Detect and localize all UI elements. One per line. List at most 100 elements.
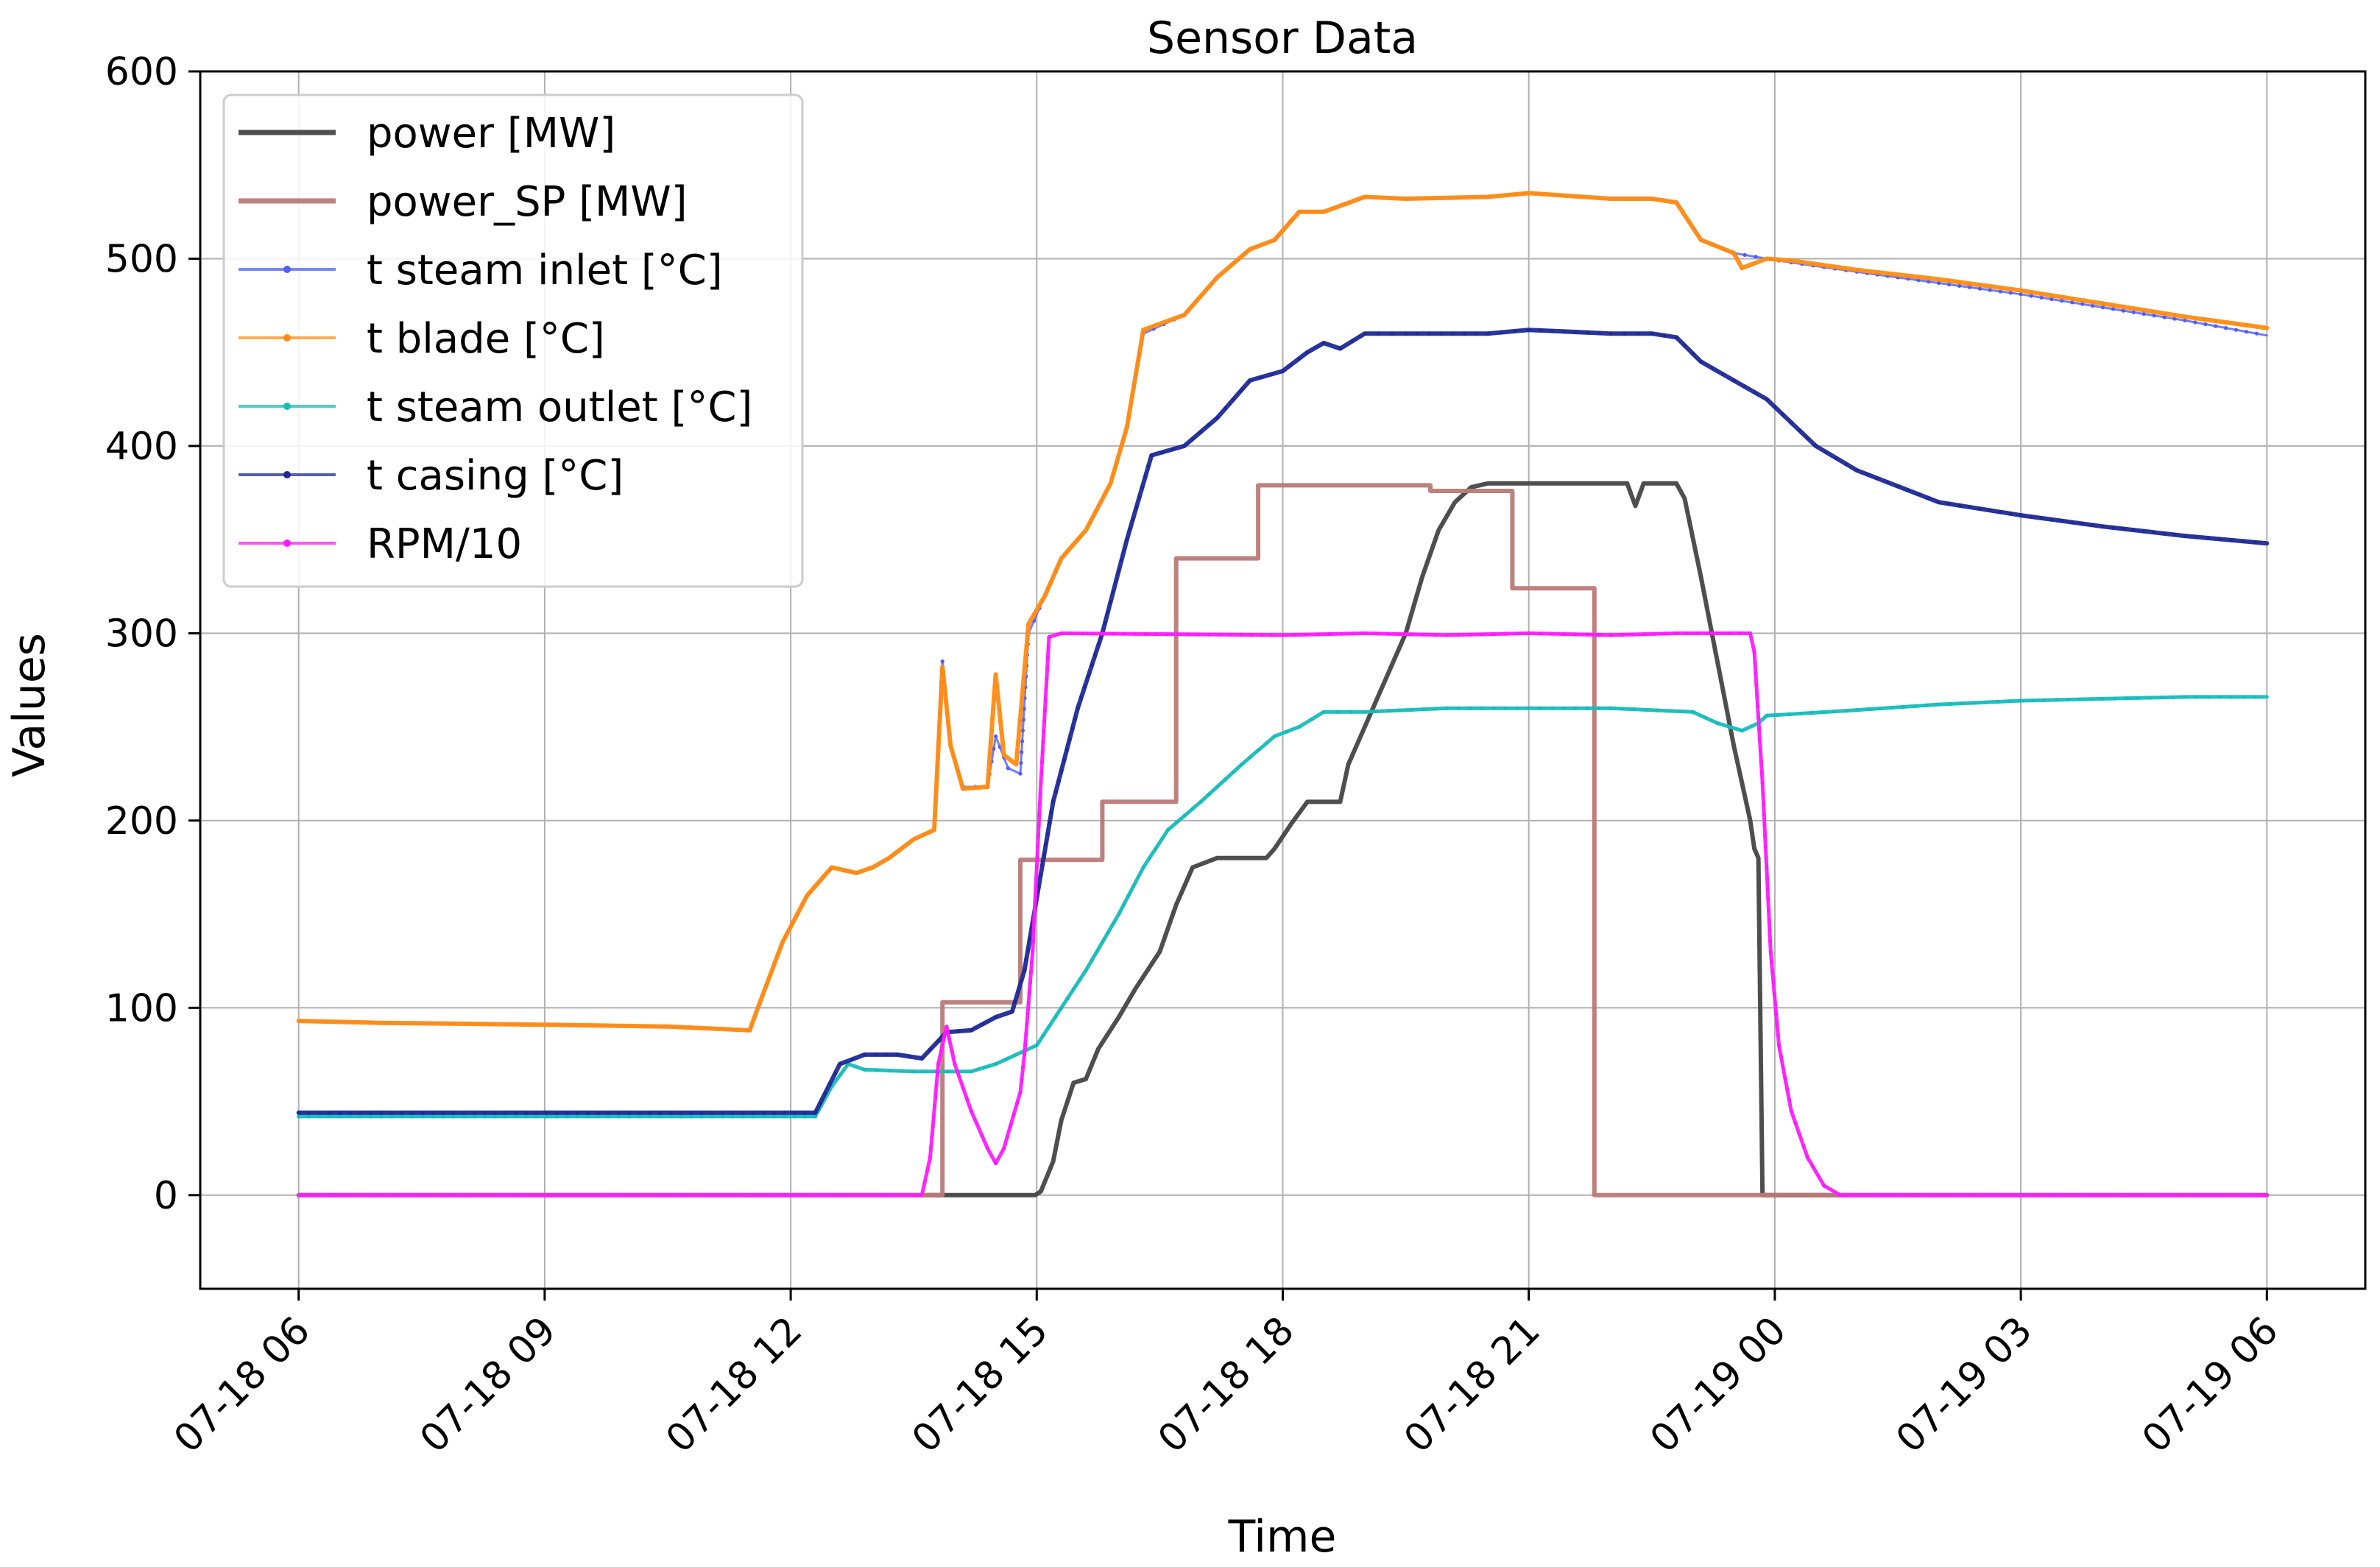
series-marker [795,912,799,916]
series-marker [1550,632,1555,636]
legend-box [222,93,804,588]
series-marker [2214,324,2218,328]
legend-label: t steam inlet [°C] [367,247,723,294]
series-marker [961,1085,965,1090]
series-marker [1111,590,1115,594]
series-marker [1685,631,1689,636]
series-marker [2171,695,2175,699]
series-marker [735,1027,741,1032]
series-marker [359,1111,363,1115]
series-marker [556,1193,561,1198]
series-marker [1776,1033,1780,1037]
series-marker [937,730,942,735]
series-marker [713,1027,717,1031]
x-tick-label: 07-18 21 [1396,1309,1549,1462]
series-marker [1289,219,1293,224]
series-marker [1500,330,1504,335]
series-marker [942,1037,946,1041]
series-marker [1182,313,1187,317]
series-marker [1754,391,1758,395]
series-marker [1585,195,1589,199]
y-tick-label: 600 [105,50,178,94]
series-marker [1090,959,1094,963]
series-marker [1770,970,1775,974]
series-marker [1773,1002,1778,1006]
series-marker [1141,865,1145,870]
series-marker [1134,371,1138,375]
series-marker [1045,656,1050,660]
series-marker [1957,280,1962,284]
series-marker [2124,696,2128,701]
series-marker [492,1114,498,1119]
series-marker [940,665,944,669]
series-marker [1071,987,1076,991]
series-marker [1767,918,1771,922]
series-marker [1130,392,1134,397]
series-marker [1044,687,1048,692]
series-marker [359,1114,363,1119]
series-marker [1232,397,1236,401]
series-marker [1031,928,1036,933]
series-marker [1260,633,1264,637]
series-marker [1207,792,1211,796]
series-marker [928,1047,933,1052]
series-marker [2131,306,2136,311]
series-marker [1901,704,1906,710]
x-tick-label: 07-18 06 [166,1309,319,1462]
series-marker [994,1015,998,1019]
series-marker [1019,708,1023,712]
series-marker [936,740,941,746]
series-marker [2070,520,2074,525]
series-marker [792,1114,797,1119]
series-marker [1681,210,1685,214]
series-marker [1070,726,1075,732]
series-marker [1040,863,1045,867]
series-marker [2147,696,2152,700]
series-marker [2152,310,2156,314]
series-marker [1585,706,1589,710]
series-marker [400,1114,404,1119]
series-marker [1035,855,1039,859]
series-marker [348,1193,353,1198]
series-marker [782,1114,786,1119]
series-marker [771,1114,776,1119]
series-marker [348,1114,353,1119]
series-marker [617,1111,621,1115]
series-marker [367,1020,371,1025]
series-marker [2183,314,2187,319]
series-marker [1223,777,1228,782]
series-marker [2049,297,2054,302]
series-marker [525,1193,529,1198]
series-marker [908,1054,912,1059]
series-marker [1916,275,1921,279]
series-marker [1462,195,1466,199]
series-marker [2100,301,2105,306]
series-marker [953,1062,957,1067]
series-marker [2042,698,2047,702]
series-marker [1025,632,1030,637]
series-marker [2030,698,2035,703]
series-marker [1937,277,1941,282]
series-marker [1119,558,1123,563]
series-marker [1988,288,1992,292]
series-marker [2172,313,2177,317]
series-marker [1783,1076,1787,1080]
series-marker [1115,459,1120,463]
series-marker [724,1027,729,1031]
series-marker [940,659,944,664]
series-marker [1117,569,1121,573]
series-marker [1811,1165,1815,1170]
series-marker [1025,947,1031,952]
series-marker [1843,709,1848,713]
series-marker [2111,526,2115,530]
series-marker [2019,289,2023,293]
series-marker [649,1193,654,1198]
series-marker [1327,632,1332,637]
series-marker [607,1114,611,1119]
series-marker [681,1193,685,1198]
series-marker [1758,748,1762,753]
series-marker [1137,350,1142,354]
x-tick-label: 07-19 03 [1888,1309,2041,1462]
series-marker [1947,278,1952,283]
series-marker [946,1069,950,1074]
